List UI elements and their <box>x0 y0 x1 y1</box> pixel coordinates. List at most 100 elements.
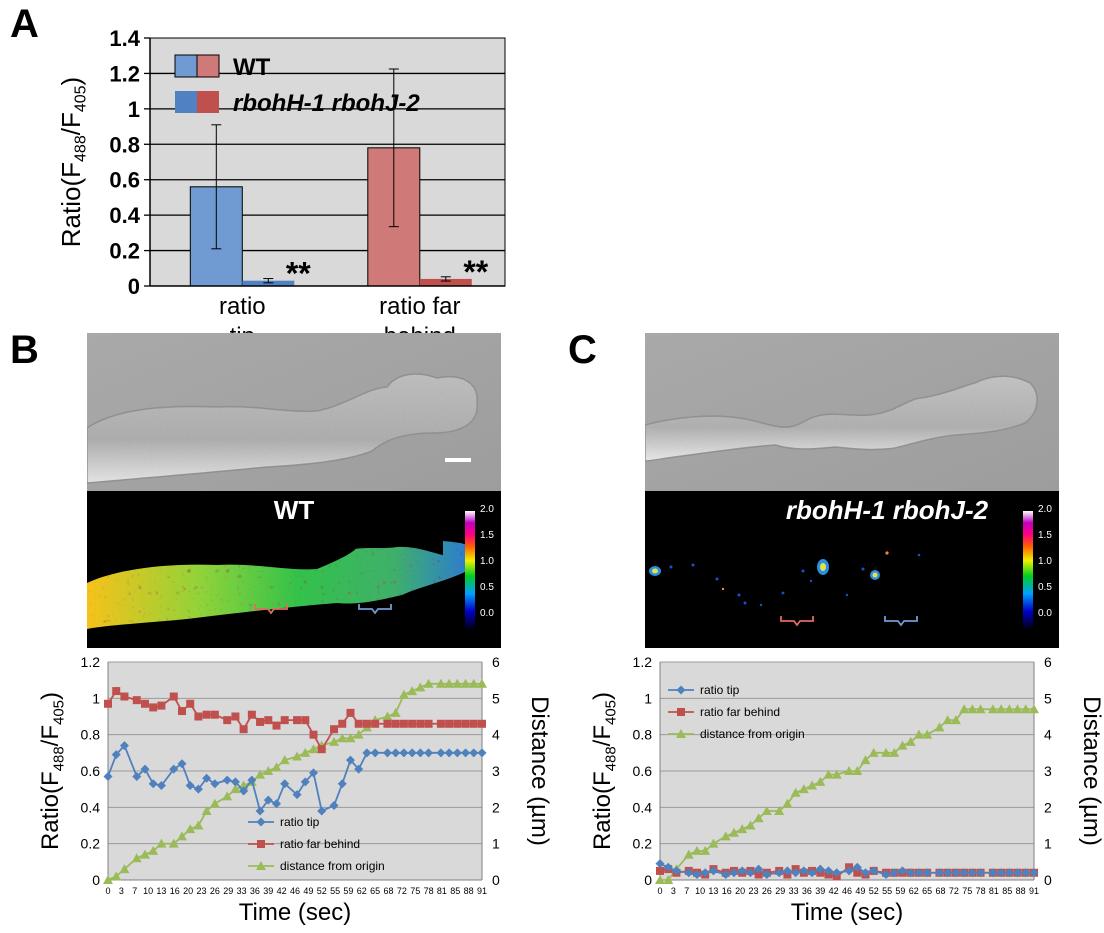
x-tick-label: 33 <box>789 886 799 896</box>
legend: ratio tip ratio far behind distance from o… <box>248 815 385 873</box>
label-part: Ratio(F <box>589 771 616 850</box>
data-point <box>300 777 310 787</box>
data-point <box>156 838 167 848</box>
scale-tick: 1.0 <box>480 556 494 567</box>
data-point <box>477 748 487 758</box>
data-point <box>444 678 455 688</box>
y-tick-label: 0.2 <box>81 836 101 852</box>
y-tick-label: 0 <box>644 872 652 888</box>
legend-label: WT <box>233 54 271 81</box>
x-tick-label: 3 <box>119 886 124 896</box>
data-point <box>119 864 130 874</box>
data-point <box>691 845 702 855</box>
data-point <box>415 682 426 692</box>
data-point <box>708 866 718 876</box>
y-tick-label: 0.6 <box>633 763 653 779</box>
data-point <box>186 699 195 708</box>
scale-tick: 2.0 <box>480 504 494 515</box>
x-tick-label: 16 <box>170 886 180 896</box>
ratio-image-wt: WT 2.0 1.5 1.0 0.5 0.0 <box>87 491 501 648</box>
data-point <box>210 779 220 789</box>
data-point <box>104 699 112 708</box>
x-tick-label: 88 <box>1016 886 1026 896</box>
dic-image-wt <box>87 333 501 491</box>
data-point <box>256 861 266 870</box>
label-part: /F <box>37 725 64 746</box>
data-point <box>345 755 355 765</box>
data-point <box>280 779 290 789</box>
data-point <box>157 701 166 710</box>
x-tick-label: 36 <box>802 886 812 896</box>
data-point <box>782 866 792 876</box>
data-point <box>399 748 409 758</box>
data-point <box>239 786 249 796</box>
bracket-far-behind <box>780 616 814 627</box>
color-scale-bar <box>465 511 475 629</box>
data-point <box>881 870 891 880</box>
data-point <box>745 820 756 830</box>
data-point <box>721 870 731 880</box>
y-tick-label: 0.4 <box>109 203 140 228</box>
data-point <box>346 708 355 717</box>
bracket-tip <box>884 616 918 627</box>
y2-tick-label: 3 <box>1044 763 1052 779</box>
data-point <box>1004 868 1014 878</box>
data-point <box>194 712 203 721</box>
label-part: /F <box>56 112 86 135</box>
data-point <box>111 750 121 760</box>
x-tick-label: 62 <box>357 886 367 896</box>
data-point <box>860 755 871 765</box>
x-tick-label: 68 <box>935 886 945 896</box>
data-point <box>202 710 211 719</box>
x-tick-label: 29 <box>223 886 233 896</box>
data-point <box>683 849 694 859</box>
x-tick-label: 91 <box>1029 886 1039 896</box>
data-point <box>1029 704 1039 714</box>
x-tick-label: 49 <box>303 886 313 896</box>
data-point <box>272 721 281 730</box>
data-point <box>370 748 380 758</box>
data-point <box>185 824 196 834</box>
data-point <box>222 791 233 801</box>
x-tick-label: 72 <box>949 886 959 896</box>
legend: WT rbohH-1 rbohJ-2 <box>174 54 420 117</box>
x-tick-label: 46 <box>290 886 300 896</box>
data-point <box>774 868 784 878</box>
y2-tick-label: 5 <box>1044 690 1052 706</box>
data-point <box>959 868 969 878</box>
data-point <box>330 725 339 734</box>
y-tick-label: 0 <box>128 274 140 299</box>
data-point <box>1013 868 1023 878</box>
data-point <box>436 748 446 758</box>
data-point <box>423 678 434 688</box>
y-tick-label: 1 <box>92 690 100 706</box>
data-point <box>416 719 425 728</box>
data-point <box>1012 704 1023 714</box>
x-tick-label: 20 <box>183 886 193 896</box>
bar-chart-a: **** 00.20.40.60.811.21.4ratiotipratio f… <box>56 26 506 350</box>
y2-tick-label: 2 <box>1044 799 1052 815</box>
x-tick-label: 85 <box>1002 886 1012 896</box>
x-axis-label: Time (sec) <box>239 899 351 926</box>
data-point <box>168 838 179 848</box>
data-point <box>774 805 785 815</box>
y-tick-label: 1 <box>644 690 652 706</box>
x-category-label: ratio <box>219 293 266 320</box>
data-point <box>754 870 763 879</box>
x-tick-label: 49 <box>855 886 865 896</box>
data-point <box>831 769 842 779</box>
data-point <box>255 806 265 816</box>
x-tick-label: 42 <box>277 886 287 896</box>
data-point <box>279 755 290 765</box>
y-tick-label: 0.4 <box>81 799 101 815</box>
data-point <box>345 733 356 743</box>
data-point <box>119 741 129 751</box>
data-point <box>684 868 694 878</box>
x-tick-label: 0 <box>105 886 110 896</box>
x-tick-label: 26 <box>762 886 772 896</box>
data-point <box>132 771 142 781</box>
subscript: 405 <box>50 700 67 725</box>
data-point <box>209 798 220 808</box>
data-point <box>656 866 664 875</box>
